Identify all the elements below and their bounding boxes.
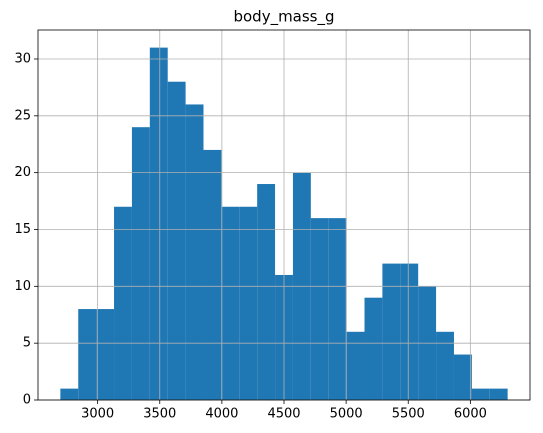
bar <box>364 297 383 400</box>
y-tick-label: 15 <box>14 222 31 237</box>
bar <box>489 388 508 400</box>
x-tick-label: 3500 <box>143 407 176 422</box>
bar <box>60 388 79 400</box>
bar <box>78 309 97 400</box>
bar <box>382 263 401 400</box>
y-tick-label: 0 <box>23 393 31 408</box>
x-tick-label: 4500 <box>267 407 300 422</box>
x-tick-label: 6000 <box>454 407 487 422</box>
y-tick-label: 20 <box>14 165 31 180</box>
plot-frame <box>37 29 531 401</box>
chart-title: body_mass_g <box>233 8 334 27</box>
bar <box>453 354 472 400</box>
y-tick-label: 5 <box>23 336 31 351</box>
y-tick-label: 30 <box>14 51 31 66</box>
bar <box>149 47 168 400</box>
x-tick-label: 4000 <box>205 407 238 422</box>
bar <box>328 218 347 400</box>
y-tick-label: 10 <box>14 279 31 294</box>
x-tick-label: 3000 <box>81 407 114 422</box>
bar <box>436 331 454 400</box>
bar <box>131 127 150 401</box>
bar <box>239 206 258 400</box>
x-tick-label: 5500 <box>392 407 425 422</box>
bar <box>221 206 240 400</box>
bar <box>471 388 490 400</box>
bar <box>257 184 276 400</box>
bar <box>96 309 115 400</box>
bar <box>114 206 132 400</box>
bar <box>203 149 222 400</box>
x-tick-label: 5000 <box>330 407 363 422</box>
bar <box>310 218 329 400</box>
y-tick-label: 25 <box>14 108 31 123</box>
bar <box>185 104 204 400</box>
bar <box>346 331 365 400</box>
bar <box>167 81 186 400</box>
bar <box>400 263 419 400</box>
